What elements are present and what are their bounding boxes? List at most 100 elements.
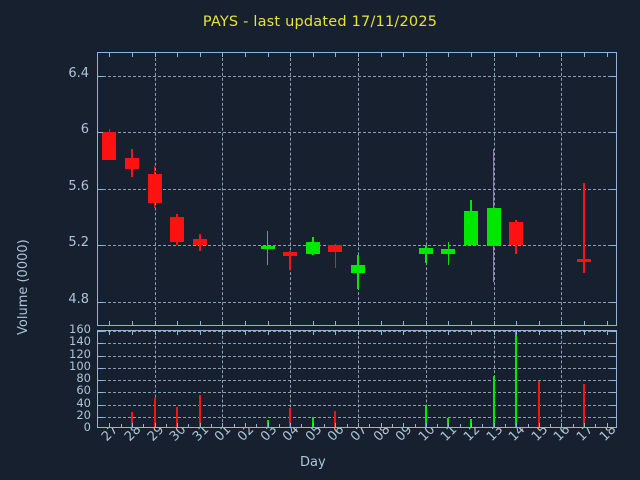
day-axis-minor-tick xyxy=(550,424,552,427)
price-axis-tick xyxy=(98,132,103,134)
candle-body xyxy=(260,246,275,250)
day-axis-minor-tick xyxy=(211,424,213,427)
day-axis-tick xyxy=(358,331,359,335)
day-axis-tick xyxy=(403,423,405,427)
price-axis-ticks xyxy=(98,53,616,325)
price-axis-tick xyxy=(98,301,103,303)
volume-gridline xyxy=(98,404,616,406)
day-gridline xyxy=(358,53,359,325)
day-gridline xyxy=(561,53,563,325)
day-axis-minor-tick xyxy=(188,424,190,427)
day-axis-tick xyxy=(425,321,427,325)
day-axis-tick xyxy=(222,53,224,57)
candle-body xyxy=(441,249,456,254)
day-axis-tick xyxy=(380,321,382,325)
volume-tick-label: 40 xyxy=(76,395,91,410)
volume-bar xyxy=(334,410,337,427)
day-gridline xyxy=(425,331,427,427)
volume-gridline xyxy=(98,343,616,345)
day-axis-minor-tick xyxy=(391,424,393,427)
volume-gridline xyxy=(98,416,616,418)
volume-gridline xyxy=(98,392,616,394)
day-axis-tick xyxy=(538,423,540,427)
volume-axis-tick xyxy=(98,392,103,394)
candle-body xyxy=(283,252,298,257)
volume-gridline xyxy=(98,367,616,369)
day-axis-tick xyxy=(109,423,111,427)
day-axis-tick xyxy=(290,423,292,427)
day-axis-tick xyxy=(244,321,246,325)
day-axis-minor-tick xyxy=(233,424,235,427)
candle-body xyxy=(170,216,185,243)
day-axis-minor-tick xyxy=(459,424,461,427)
day-axis-tick xyxy=(131,331,133,335)
day-axis-tick xyxy=(606,423,608,427)
volume-axis-tick xyxy=(611,331,616,332)
day-axis-tick xyxy=(606,321,608,325)
day-axis-tick xyxy=(403,321,405,325)
candle-body xyxy=(124,157,139,169)
day-axis-tick xyxy=(561,423,563,427)
price-plot-panel xyxy=(97,52,617,326)
volume-tick-label: 80 xyxy=(76,371,91,385)
day-axis-tick xyxy=(561,53,563,57)
day-gridline xyxy=(561,331,563,427)
day-axis-tick xyxy=(380,331,382,335)
volume-plot-panel xyxy=(97,330,617,428)
day-axis-minor-tick xyxy=(572,424,574,427)
volume-axis-tick xyxy=(611,367,616,369)
day-axis-minor-tick xyxy=(165,424,167,427)
candle-body xyxy=(350,264,365,274)
day-axis-minor-tick xyxy=(143,424,145,427)
volume-bar xyxy=(537,381,540,427)
volume-axis-tick xyxy=(98,331,103,332)
day-axis-tick xyxy=(244,53,246,57)
day-axis-tick xyxy=(177,321,179,325)
volume-axis-tick xyxy=(98,404,103,406)
candle-body xyxy=(418,247,433,254)
day-axis-title: Day xyxy=(300,455,326,470)
day-axis-tick xyxy=(425,423,427,427)
day-axis-tick xyxy=(290,331,292,335)
day-axis-tick xyxy=(493,331,495,335)
day-axis-tick xyxy=(403,53,405,57)
volume-bar xyxy=(311,416,314,427)
price-axis-tick xyxy=(611,132,616,134)
day-axis-tick xyxy=(493,423,495,427)
day-axis-tick xyxy=(154,331,156,335)
price-tick-label: 5.6 xyxy=(68,178,89,194)
day-axis-tick xyxy=(358,321,359,325)
volume-axis-title: Volume (0000) xyxy=(16,239,31,335)
day-gridline xyxy=(425,53,427,325)
volume-axis-ticks xyxy=(98,331,616,427)
day-axis-tick xyxy=(335,423,337,427)
day-axis-tick xyxy=(199,423,201,427)
day-axis-tick xyxy=(471,321,473,325)
day-axis-tick xyxy=(358,423,359,427)
price-axis-tick xyxy=(611,301,616,303)
volume-axis-tick xyxy=(98,416,103,418)
day-axis-tick xyxy=(448,423,450,427)
volume-axis-tick xyxy=(98,367,103,369)
day-axis-tick xyxy=(154,321,156,325)
candle-wick xyxy=(583,182,585,274)
day-axis-tick xyxy=(109,53,111,57)
day-axis-tick xyxy=(358,53,359,57)
day-axis-tick xyxy=(131,53,133,57)
price-gridline xyxy=(98,75,616,77)
day-axis-tick xyxy=(561,321,563,325)
day-axis-tick xyxy=(312,321,314,325)
volume-bar xyxy=(198,394,201,427)
day-axis-tick xyxy=(154,53,156,57)
day-axis-minor-tick xyxy=(414,424,416,427)
day-axis-tick xyxy=(290,53,292,57)
day-axis-tick xyxy=(199,321,201,325)
day-gridline xyxy=(222,331,224,427)
day-axis-tick xyxy=(267,53,269,57)
candle-body xyxy=(102,132,117,161)
day-axis-tick xyxy=(493,53,495,57)
volume-axis-tick xyxy=(611,416,616,418)
day-axis-tick xyxy=(131,321,133,325)
day-axis-tick xyxy=(606,53,608,57)
day-axis-tick xyxy=(109,331,111,335)
